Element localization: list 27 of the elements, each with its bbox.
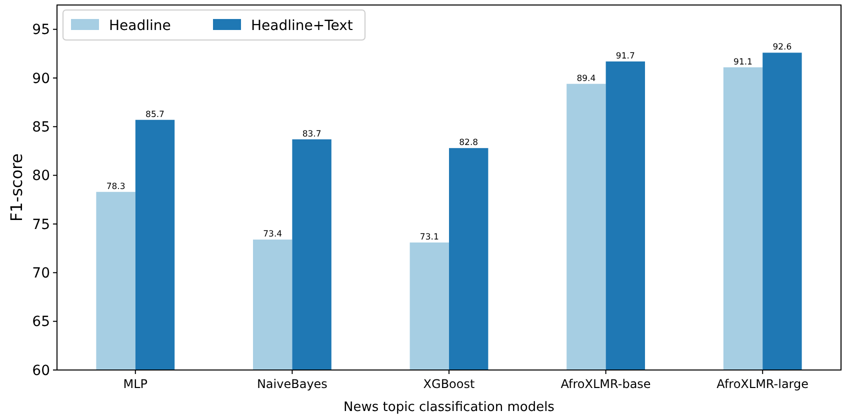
x-tick-label: AfroXLMR-large xyxy=(716,377,809,391)
data-label: 89.4 xyxy=(576,74,596,84)
x-tick-label: NaiveBayes xyxy=(256,377,328,391)
y-tick-label: 65 xyxy=(32,314,50,330)
data-label: 92.6 xyxy=(772,42,792,53)
data-label: 78.3 xyxy=(106,182,126,192)
y-tick-label: 95 xyxy=(32,22,50,38)
data-label: 83.7 xyxy=(302,129,322,140)
y-tick-label: 75 xyxy=(32,216,50,233)
data-label: 82.8 xyxy=(459,138,478,148)
data-label: 91.7 xyxy=(616,51,635,62)
y-tick-label: 80 xyxy=(32,168,50,184)
y-tick-label: 70 xyxy=(32,266,50,282)
legend-label: Headline+Text xyxy=(251,18,354,34)
x-tick-label: AfroXLMR-base xyxy=(560,377,651,391)
y-tick-label: 85 xyxy=(32,120,50,136)
legend-label: Headline xyxy=(109,18,171,34)
data-label: 73.4 xyxy=(263,230,282,240)
data-label: 85.7 xyxy=(146,110,164,120)
x-tick-label: MLP xyxy=(123,377,148,391)
x-axis-title: News topic classification models xyxy=(344,400,555,415)
data-label: 73.1 xyxy=(420,232,439,242)
y-tick-label: 90 xyxy=(32,70,50,87)
data-label: 91.1 xyxy=(734,57,752,68)
y-tick-label: 60 xyxy=(32,362,50,379)
x-tick-label: XGBoost xyxy=(423,377,475,391)
y-axis-title: F1-score xyxy=(7,153,26,222)
